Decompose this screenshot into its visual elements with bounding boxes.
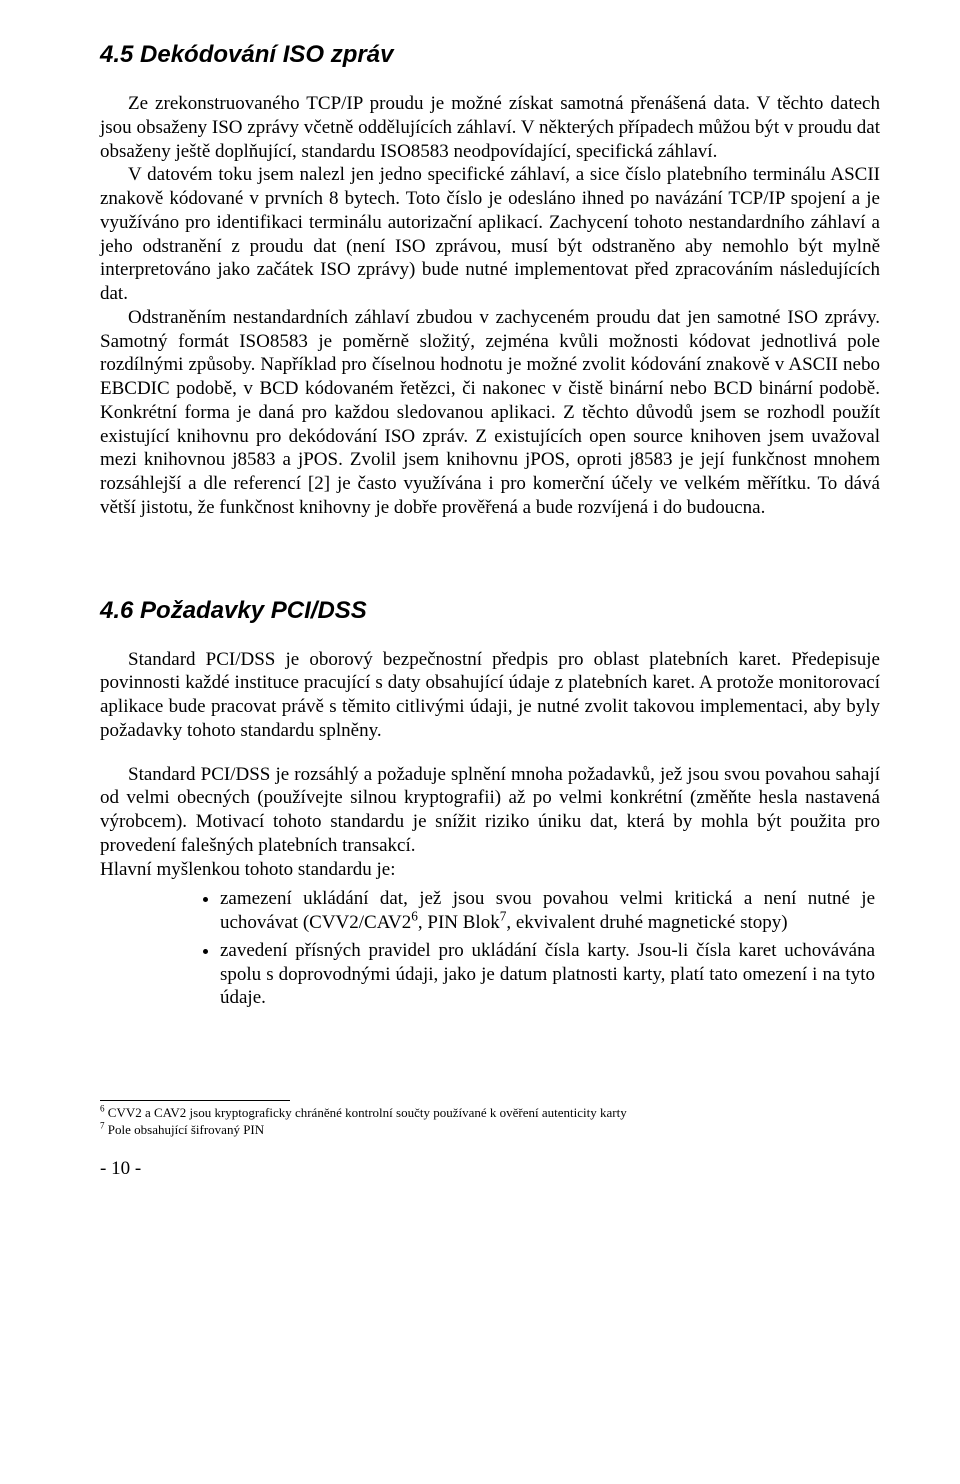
footnote-text: CVV2 a CAV2 jsou kryptograficky chráněné… [105, 1105, 627, 1120]
body-paragraph: Odstraněním nestandardních záhlaví zbudo… [100, 306, 880, 520]
section-heading-46: 4.6 Požadavky PCI/DSS [100, 596, 880, 626]
page-number: - 10 - [100, 1157, 880, 1181]
body-paragraph: Hlavní myšlenkou tohoto standardu je: [100, 858, 880, 882]
list-item: zavedení přísných pravidel pro ukládání … [220, 939, 880, 1010]
list-item-text: , ekvivalent druhé magnetické stopy) [506, 912, 787, 933]
footnote-text: Pole obsahující šifrovaný PIN [105, 1122, 265, 1137]
body-paragraph: Standard PCI/DSS je rozsáhlý a požaduje … [100, 763, 880, 858]
footnote: 7 Pole obsahující šifrovaný PIN [100, 1122, 880, 1139]
body-paragraph: Standard PCI/DSS je oborový bezpečnostní… [100, 648, 880, 743]
bullet-list: zamezení ukládání dat, jež jsou svou pov… [100, 887, 880, 1010]
body-paragraph: V datovém toku jsem nalezl jen jedno spe… [100, 163, 880, 306]
footnote-mark: 6 [411, 909, 418, 924]
section-heading-45: 4.5 Dekódování ISO zpráv [100, 40, 880, 70]
footnote-separator [100, 1100, 290, 1101]
footnote: 6 CVV2 a CAV2 jsou kryptograficky chráně… [100, 1105, 880, 1122]
list-item-text: , PIN Blok [418, 912, 500, 933]
list-item: zamezení ukládání dat, jež jsou svou pov… [220, 887, 880, 935]
body-paragraph: Ze zrekonstruovaného TCP/IP proudu je mo… [100, 92, 880, 163]
